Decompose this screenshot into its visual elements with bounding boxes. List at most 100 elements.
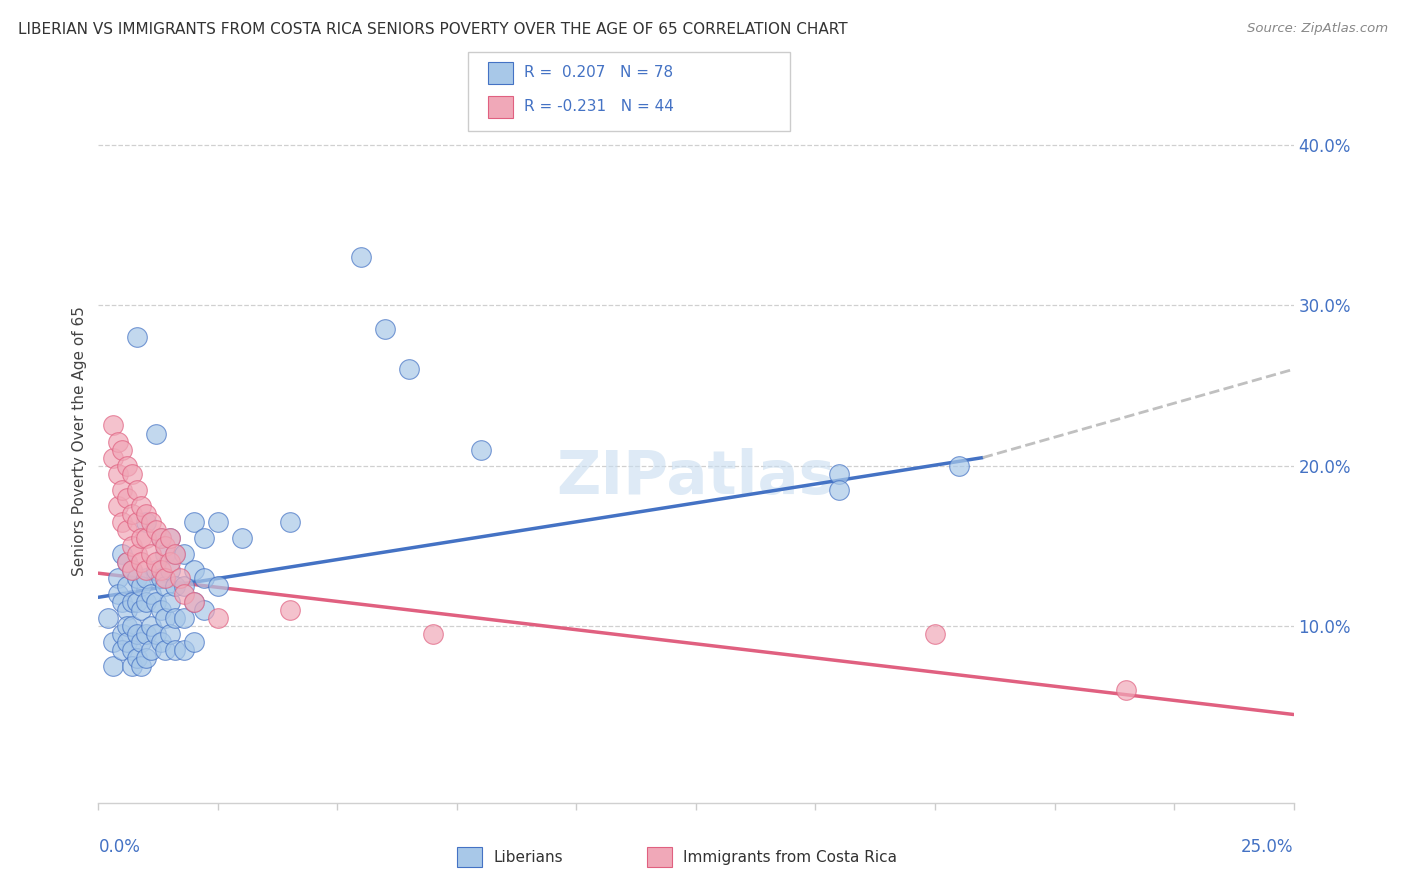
Point [145,523,167,537]
Point [193,603,215,617]
Point [173,587,195,601]
Point [231,531,253,545]
Text: Immigrants from Costa Rica: Immigrants from Costa Rica [683,850,897,864]
Point [121,595,143,609]
Point [125,651,148,665]
Point [115,603,138,617]
Point [135,595,157,609]
Point [828,467,851,481]
Point [159,555,181,569]
Point [278,515,301,529]
Point [107,587,129,601]
Point [159,627,181,641]
Point [163,643,186,657]
Point [183,595,205,609]
Text: LIBERIAN VS IMMIGRANTS FROM COSTA RICA SENIORS POVERTY OVER THE AGE OF 65 CORREL: LIBERIAN VS IMMIGRANTS FROM COSTA RICA S… [18,22,848,37]
Point [107,571,129,585]
Point [139,547,162,561]
Point [115,458,138,473]
Point [163,547,186,561]
Text: R =  0.207   N = 78: R = 0.207 N = 78 [524,65,673,80]
Point [149,603,172,617]
Text: Source: ZipAtlas.com: Source: ZipAtlas.com [1247,22,1388,36]
Point [115,579,138,593]
Point [145,555,167,569]
Point [115,555,138,569]
Point [470,442,492,457]
Point [155,547,177,561]
Point [111,643,134,657]
Point [111,595,134,609]
Point [121,619,143,633]
Point [111,627,134,641]
Point [125,330,148,344]
Point [107,434,129,449]
Point [374,322,396,336]
Point [924,627,946,641]
Point [173,579,195,593]
Point [135,651,157,665]
Point [125,571,148,585]
Point [115,635,138,649]
Point [121,659,143,673]
Point [125,595,148,609]
Point [207,611,229,625]
Point [1115,683,1137,698]
Point [173,611,195,625]
Point [139,619,162,633]
Text: Liberians: Liberians [494,850,564,864]
Point [107,499,129,513]
Point [159,595,181,609]
Point [149,531,172,545]
Point [101,450,124,465]
Point [155,611,177,625]
Point [139,643,162,657]
Point [398,362,420,376]
Point [125,547,148,561]
Point [155,643,177,657]
Point [828,483,851,497]
Point [145,627,167,641]
Text: 25.0%: 25.0% [1241,838,1294,856]
Point [155,571,177,585]
Point [159,531,181,545]
Point [131,499,153,513]
Point [101,635,124,649]
Point [111,442,134,457]
Point [135,515,157,529]
Point [131,579,153,593]
Point [193,571,215,585]
Point [101,659,124,673]
Point [207,515,229,529]
Point [135,507,157,521]
Point [131,531,153,545]
Point [97,611,120,625]
Point [163,547,186,561]
Point [121,507,143,521]
Point [115,555,138,569]
Point [149,563,172,577]
Point [145,563,167,577]
Point [121,643,143,657]
Point [111,483,134,497]
Point [131,603,153,617]
Point [149,635,172,649]
Point [207,579,229,593]
Point [131,659,153,673]
Point [149,531,172,545]
Point [183,563,205,577]
Point [183,515,205,529]
Point [131,635,153,649]
Point [145,595,167,609]
Point [145,426,167,441]
Point [135,571,157,585]
Point [139,515,162,529]
Point [183,595,205,609]
Point [121,563,143,577]
Point [155,539,177,553]
Point [125,627,148,641]
Point [139,587,162,601]
Point [115,619,138,633]
Point [135,563,157,577]
Point [948,458,970,473]
